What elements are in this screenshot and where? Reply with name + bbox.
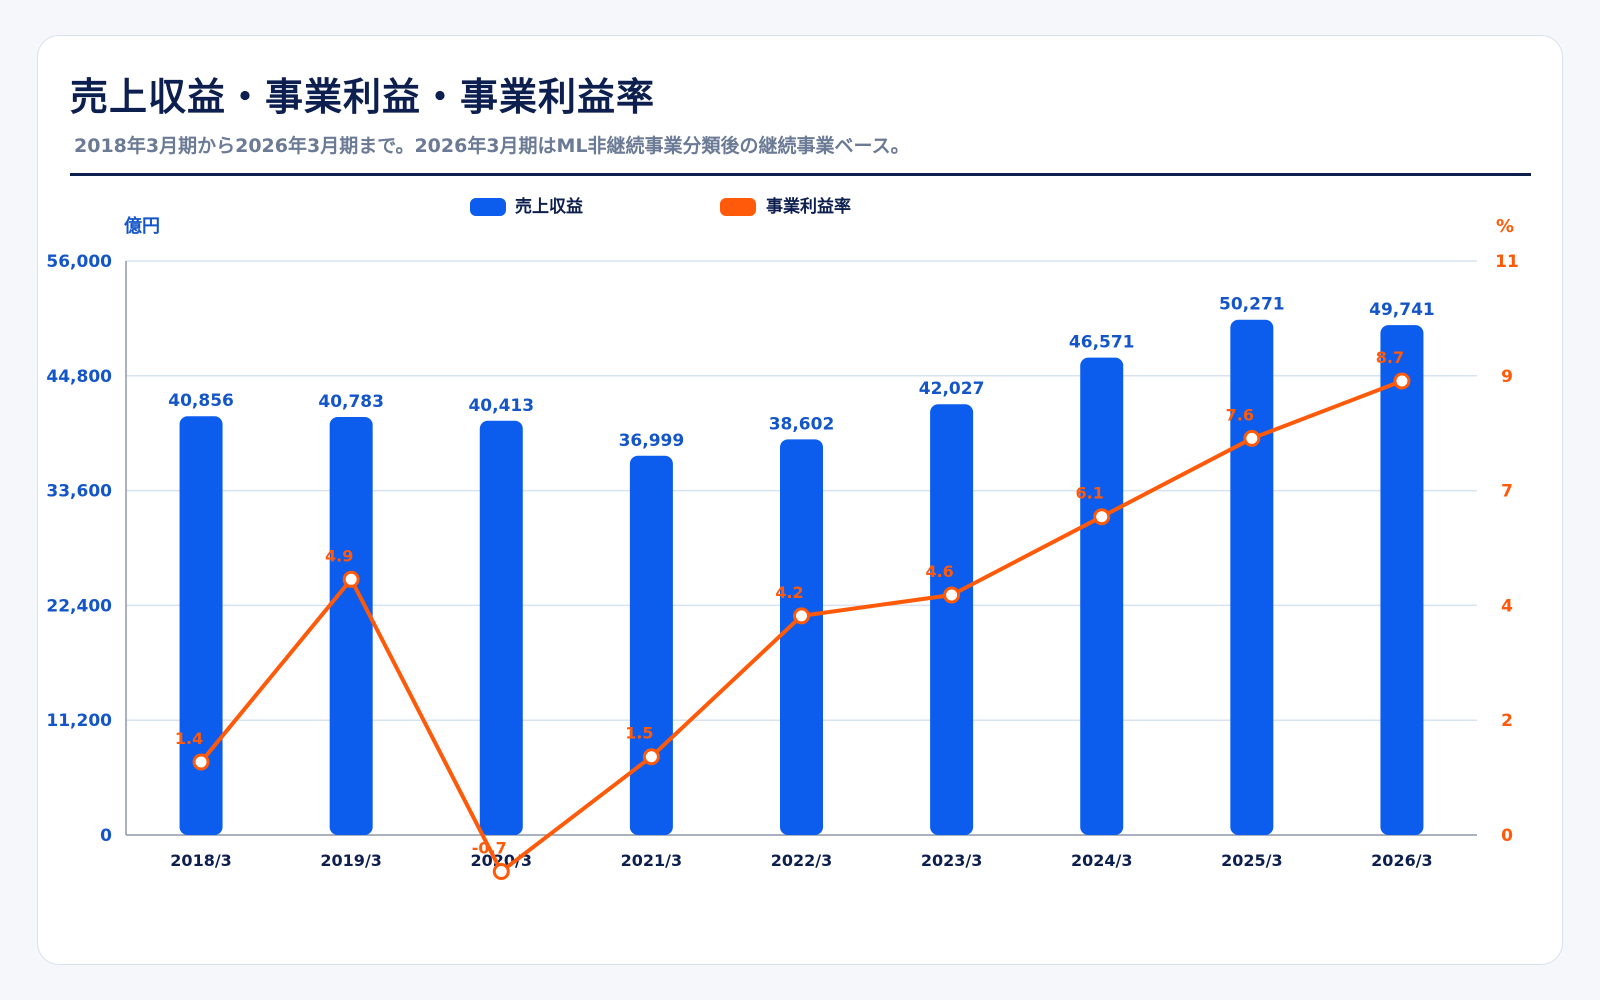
line-point-operating-margin <box>1093 508 1111 526</box>
legend-label-bar: 売上収益 <box>515 196 583 217</box>
page-title: 売上収益・事業利益・事業利益率 <box>70 75 656 119</box>
bar-value-label: 40,783 <box>318 392 384 412</box>
left-axis-tick-label: 22,400 <box>46 596 112 616</box>
bar-revenue <box>930 404 974 835</box>
x-axis-tick-label: 2020/3 <box>471 851 533 870</box>
left-axis-tick-label: 0 <box>100 826 112 846</box>
line-value-label: 8.7 <box>1376 348 1404 367</box>
right-axis-tick-label: 2 <box>1501 711 1513 731</box>
right-axis-unit: % <box>1496 216 1514 237</box>
bar-revenue <box>629 455 673 835</box>
bar-value-label: 40,413 <box>468 396 534 416</box>
line-value-label: 1.5 <box>625 724 653 743</box>
legend-swatch-bar <box>470 198 506 216</box>
bar-value-label: 38,602 <box>769 414 835 434</box>
right-axis-tick-label: 0 <box>1501 826 1513 846</box>
line-point-operating-margin <box>342 570 360 588</box>
bar-value-label: 36,999 <box>619 431 685 451</box>
line-point-operating-margin <box>492 863 510 881</box>
bar-value-label: 49,741 <box>1369 300 1435 320</box>
line-point-operating-margin <box>1243 429 1261 447</box>
bar-value-label: 40,856 <box>168 391 234 411</box>
title-divider <box>70 173 1531 176</box>
line-point-operating-margin <box>793 607 810 625</box>
line-value-label: 7.6 <box>1226 405 1254 424</box>
legend-label-line: 事業利益率 <box>766 196 851 217</box>
bar-revenue <box>1230 319 1274 835</box>
x-axis-tick-label: 2018/3 <box>170 851 232 870</box>
left-axis-tick-label: 11,200 <box>46 711 112 731</box>
x-axis-tick-label: 2021/3 <box>621 851 683 870</box>
right-axis-tick-label: 11 <box>1495 252 1519 272</box>
line-point-operating-margin <box>943 586 961 604</box>
bar-revenue <box>780 439 823 835</box>
line-point-operating-margin <box>1393 372 1411 390</box>
line-value-label: 4.2 <box>775 583 803 602</box>
bar-value-label: 42,027 <box>919 379 985 399</box>
bar-value-label: 50,271 <box>1219 295 1285 315</box>
left-axis-tick-label: 33,600 <box>46 482 112 502</box>
bar-revenue <box>1080 357 1124 835</box>
left-axis-tick-label: 44,800 <box>46 367 112 387</box>
left-axis-unit: 億円 <box>124 215 160 237</box>
right-axis-tick-label: 4 <box>1501 596 1513 616</box>
line-value-label: 1.4 <box>175 729 203 748</box>
x-axis-tick-label: 2019/3 <box>320 851 382 870</box>
bar-revenue <box>179 416 223 835</box>
bar-value-label: 46,571 <box>1069 333 1135 353</box>
line-point-operating-margin <box>642 748 660 766</box>
bar-revenue <box>479 420 523 835</box>
x-axis-tick-label: 2026/3 <box>1371 851 1433 870</box>
bar-revenue <box>329 416 373 835</box>
bar-revenue <box>1380 325 1424 835</box>
x-axis-tick-label: 2025/3 <box>1221 851 1283 870</box>
legend-swatch-line <box>720 198 756 216</box>
line-value-label: -0.7 <box>472 839 507 858</box>
x-axis-tick-label: 2022/3 <box>771 851 833 870</box>
line-value-label: 4.6 <box>925 562 953 581</box>
left-axis-tick-label: 56,000 <box>46 252 112 272</box>
line-value-label: 4.9 <box>325 546 353 565</box>
line-point-operating-margin <box>192 753 210 771</box>
line-value-label: 6.1 <box>1076 484 1104 503</box>
x-axis-tick-label: 2024/3 <box>1071 851 1133 870</box>
right-axis-tick-label: 7 <box>1501 482 1513 502</box>
right-axis-tick-label: 9 <box>1501 367 1513 387</box>
x-axis-tick-label: 2023/3 <box>921 851 983 870</box>
page-subtitle: 2018年3月期から2026年3月期まで。2026年3月期はML非継続事業分類後… <box>74 135 910 157</box>
